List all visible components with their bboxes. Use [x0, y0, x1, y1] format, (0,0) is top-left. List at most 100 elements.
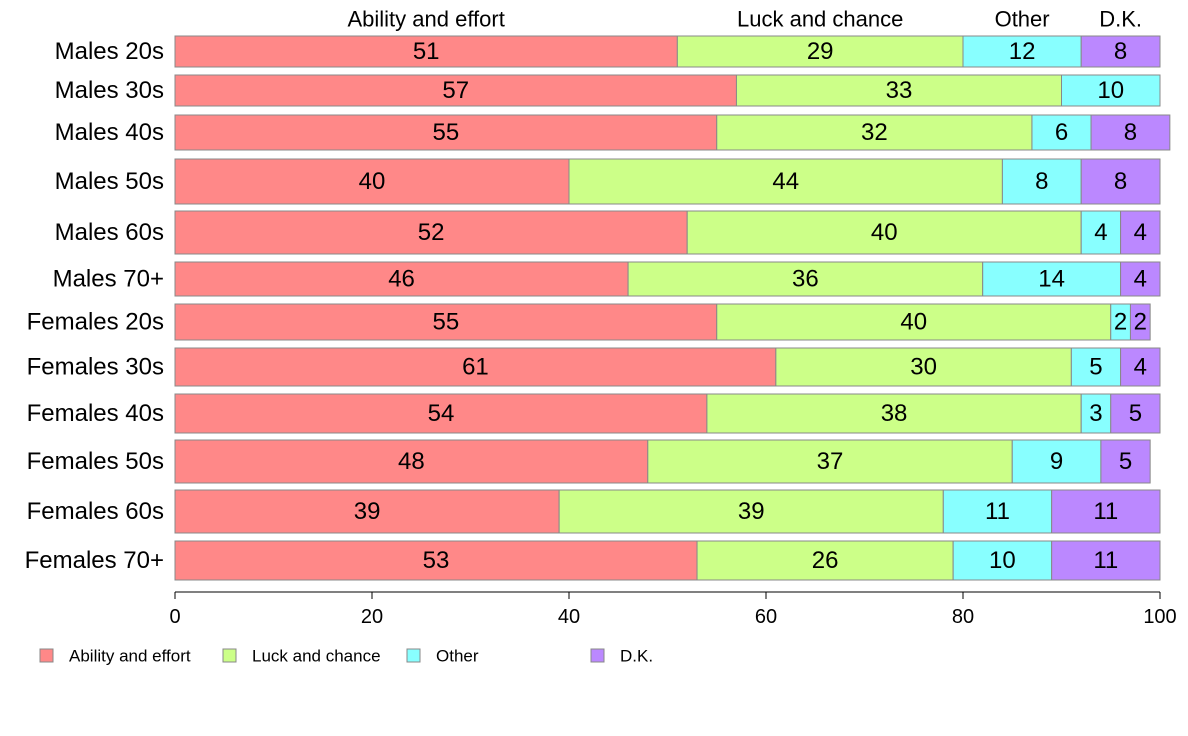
bar-segment [696, 540, 954, 581]
bar-segment [716, 303, 1112, 341]
category-label: Males 30s [55, 77, 164, 104]
bar-segment [174, 261, 629, 297]
data-label: 48 [398, 448, 425, 475]
data-label: 61 [462, 354, 489, 381]
category-label: Females 30s [27, 354, 164, 381]
bar-segment [174, 489, 560, 534]
data-label: 55 [433, 119, 460, 146]
bar-segment [1080, 210, 1122, 255]
data-label: 8 [1114, 168, 1127, 195]
data-label: 11 [1093, 547, 1118, 574]
bar-segment [568, 158, 1003, 205]
category-label: Males 70+ [53, 266, 164, 293]
x-tick-label: 80 [952, 606, 974, 628]
legend-label: D.K. [620, 647, 653, 666]
data-label: 46 [388, 266, 415, 293]
bar-segment [174, 393, 708, 434]
data-label: 11 [985, 498, 1010, 525]
bar-segment [706, 393, 1082, 434]
data-label: 2 [1114, 309, 1127, 336]
data-label: 32 [861, 119, 888, 146]
bar-segment [1070, 347, 1122, 387]
data-label: 44 [772, 168, 799, 195]
bar-segment [627, 261, 984, 297]
legend-swatch [406, 648, 421, 663]
data-label: 33 [886, 77, 913, 104]
legend-swatch [222, 648, 237, 663]
bar-segment [1120, 347, 1161, 387]
category-label: Males 20s [55, 38, 164, 65]
data-label: 30 [910, 354, 937, 381]
data-label: 4 [1094, 219, 1107, 246]
data-label: 14 [1038, 266, 1065, 293]
bar-segment [174, 35, 678, 68]
x-tick-label: 0 [169, 606, 180, 628]
series-header-labels: Ability and effort Luck and chance Other D.… [347, 7, 1142, 32]
bar-segment [174, 74, 737, 107]
data-label: 8 [1035, 168, 1048, 195]
bar-segment [174, 347, 777, 387]
bar-segment [1080, 393, 1112, 434]
data-label: 2 [1134, 309, 1147, 336]
data-label: 9 [1050, 448, 1063, 475]
legend-label: Other [436, 647, 479, 666]
data-label: 5 [1129, 400, 1142, 427]
bar-segment [174, 114, 718, 151]
data-label: 8 [1114, 38, 1127, 65]
category-label: Females 20s [27, 309, 164, 336]
bar-segment [1100, 439, 1151, 484]
bar-segment [1031, 114, 1092, 151]
data-label: 4 [1134, 354, 1147, 381]
bar-segment [1011, 439, 1102, 484]
bar-segment [1061, 74, 1161, 107]
bar-segment [1051, 540, 1161, 581]
category-label: Males 50s [55, 168, 164, 195]
series-header-label: Luck and chance [737, 7, 903, 32]
series-header-label: D.K. [1099, 7, 1142, 32]
data-label: 38 [881, 400, 908, 427]
bar-segment [1090, 114, 1171, 151]
data-label: 12 [1009, 38, 1036, 65]
data-label: 37 [817, 448, 844, 475]
legend: Ability and effort Luck and chance Other D.… [39, 647, 653, 666]
x-tick-label: 40 [558, 606, 580, 628]
legend-label: Luck and chance [252, 647, 381, 666]
bar-segment [735, 74, 1062, 107]
data-label: 10 [1097, 77, 1124, 104]
series-header-label: Ability and effort [347, 7, 504, 32]
bar-segment [1080, 35, 1161, 68]
category-label: Females 50s [27, 448, 164, 475]
category-label: Males 60s [55, 219, 164, 246]
category-label: Females 40s [27, 400, 164, 427]
bar-segment [174, 439, 649, 484]
data-label: 40 [359, 168, 386, 195]
bar-segment [686, 210, 1082, 255]
data-label: 10 [989, 547, 1016, 574]
bar-segment [1051, 489, 1161, 534]
data-label: 55 [433, 309, 460, 336]
bar-segment [942, 489, 1053, 534]
bar-segment [174, 210, 688, 255]
bar-segment [647, 439, 1013, 484]
x-tick-label: 20 [361, 606, 383, 628]
legend-swatch [39, 648, 54, 663]
bar-segment [174, 540, 698, 581]
data-label: 26 [812, 547, 839, 574]
x-tick-label: 60 [755, 606, 777, 628]
data-label: 54 [428, 400, 455, 427]
bar-segment [1110, 393, 1161, 434]
data-label: 39 [738, 498, 765, 525]
data-label: 51 [413, 38, 440, 65]
data-label: 5 [1119, 448, 1132, 475]
data-label: 36 [792, 266, 819, 293]
data-label: 6 [1055, 119, 1068, 146]
data-label: 5 [1089, 354, 1102, 381]
bar-segment [982, 261, 1122, 297]
bar-segment [174, 158, 570, 205]
bar-segment [962, 35, 1082, 68]
category-label: Females 60s [27, 498, 164, 525]
data-label: 3 [1089, 400, 1102, 427]
bar-segment [1120, 210, 1161, 255]
bar-segment [1080, 158, 1161, 205]
